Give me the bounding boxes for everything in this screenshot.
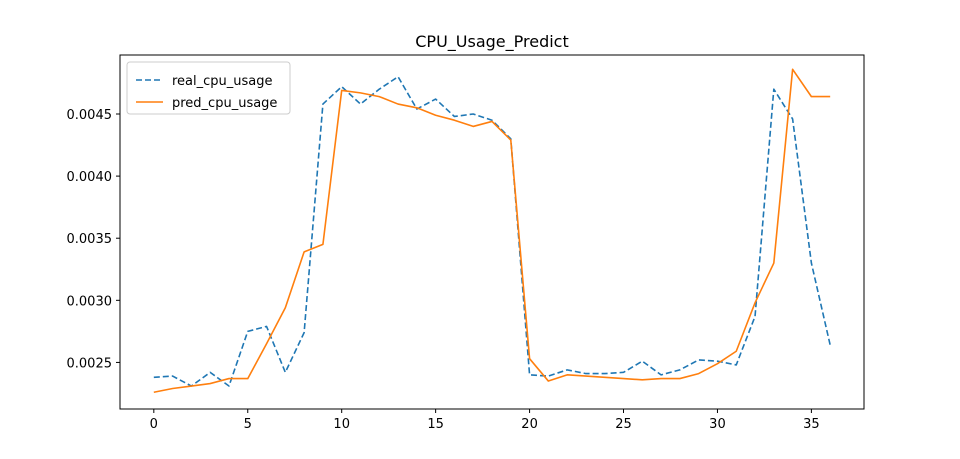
- legend-label: real_cpu_usage: [172, 74, 273, 89]
- legend-box: [126, 61, 291, 115]
- x-tick-label: 20: [521, 417, 538, 432]
- series-layer: [153, 68, 831, 394]
- x-tick-label: 35: [803, 417, 820, 432]
- y-tick-label: 0.0030: [67, 294, 113, 309]
- x-tick-label: 0: [150, 417, 158, 432]
- x-tick-label: 25: [615, 417, 632, 432]
- x-tick-label: 15: [427, 417, 444, 432]
- y-tick-label: 0.0040: [67, 170, 113, 185]
- x-axis: 0 5 10 15 20 25 30 35: [150, 409, 820, 432]
- y-tick-label: 0.0025: [67, 356, 113, 371]
- x-tick-label: 30: [709, 417, 726, 432]
- legend-label: pred_cpu_usage: [172, 96, 277, 111]
- y-tick-label: 0.0045: [67, 108, 113, 123]
- series-line-pred-cpu-usage: [153, 68, 831, 394]
- legend: real_cpu_usage pred_cpu_usage: [126, 61, 291, 115]
- y-axis: 0.0025 0.0030 0.0035 0.0040 0.0045: [67, 108, 120, 371]
- chart-title: CPU_Usage_Predict: [415, 32, 569, 52]
- series-line-real-cpu-usage: [153, 75, 831, 387]
- y-tick-label: 0.0035: [67, 232, 113, 247]
- x-tick-label: 10: [333, 417, 350, 432]
- x-tick-label: 5: [244, 417, 252, 432]
